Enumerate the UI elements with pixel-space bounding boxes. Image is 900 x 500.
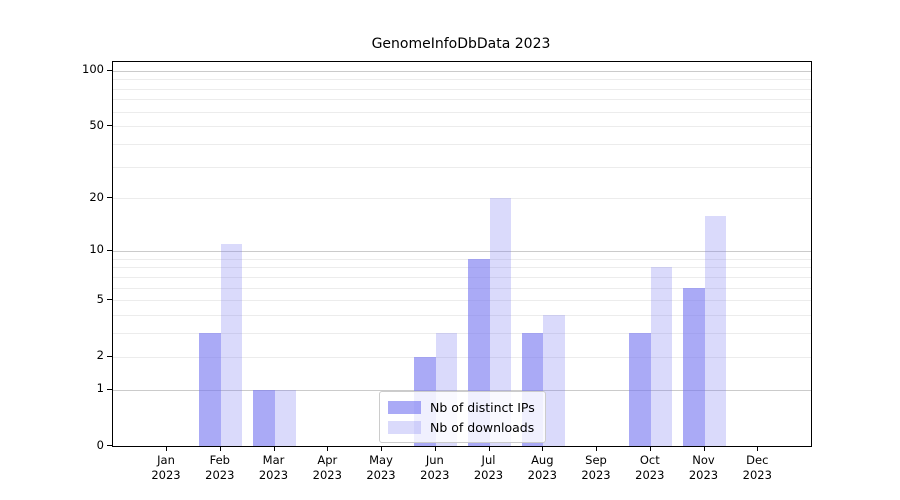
gridline-minor — [113, 333, 811, 335]
gridline-minor — [113, 267, 811, 269]
gridline-minor — [113, 143, 811, 145]
y-tick-label: 2 — [96, 348, 104, 363]
legend-swatch-downloads-icon — [388, 420, 421, 434]
legend-entry-distinct-ips: Nb of distinct IPs — [388, 397, 537, 417]
legend: Nb of distinct IPs Nb of downloads — [379, 391, 546, 443]
x-tick-mark — [219, 446, 221, 451]
y-tick-label: 20 — [89, 189, 104, 204]
gridline-major — [113, 389, 811, 391]
x-tick-mark — [327, 446, 329, 451]
bar-downloads — [220, 243, 243, 446]
y-tick-mark — [107, 197, 112, 199]
y-tick-mark — [107, 445, 112, 446]
x-tick-label: Mar 2023 — [258, 453, 289, 482]
x-tick-label: Jun 2023 — [420, 453, 450, 482]
bar-distinct-ips — [683, 287, 705, 446]
x-tick-label: Apr 2023 — [312, 453, 342, 482]
gridline-minor — [113, 258, 811, 260]
gridline-minor — [113, 276, 811, 278]
x-tick-label: Jul 2023 — [473, 453, 504, 482]
chart-title: GenomeInfoDbData 2023 — [371, 36, 551, 52]
gridline-minor — [113, 99, 811, 101]
x-tick-label: Jan 2023 — [151, 453, 181, 482]
bar-distinct-ips — [629, 333, 651, 446]
y-tick-label: 50 — [89, 117, 104, 132]
y-tick-mark — [107, 355, 112, 357]
bar-downloads — [704, 215, 726, 446]
gridline-minor — [113, 88, 811, 90]
y-tick-mark — [107, 69, 112, 71]
bar-distinct-ips — [253, 389, 275, 446]
bar-downloads — [650, 267, 673, 446]
bar-downloads — [274, 389, 296, 446]
x-tick-label: May 2023 — [366, 453, 396, 482]
gridline-minor — [113, 111, 811, 113]
y-tick-mark — [107, 299, 112, 301]
legend-swatch-distinct-ips-icon — [388, 400, 421, 414]
gridline-minor — [113, 287, 811, 289]
bar-downloads — [489, 198, 511, 446]
gridline-minor — [113, 126, 811, 128]
plot-area: Nb of distinct IPs Nb of downloads — [112, 61, 812, 447]
y-tick-label: 5 — [96, 291, 104, 306]
x-tick-label: Aug 2023 — [527, 453, 557, 482]
x-tick-mark — [166, 446, 167, 451]
x-tick-mark — [273, 446, 275, 451]
y-tick-label: 100 — [82, 62, 104, 77]
y-tick-mark — [107, 125, 112, 127]
x-tick-label: Dec 2023 — [742, 453, 772, 482]
x-tick-mark — [434, 446, 436, 451]
x-tick-label: Nov 2023 — [688, 453, 719, 482]
y-tick-mark — [107, 249, 112, 251]
legend-label-distinct-ips: Nb of distinct IPs — [430, 399, 535, 415]
y-tick-label: 10 — [89, 242, 104, 257]
x-tick-label: Sep 2023 — [581, 453, 611, 482]
legend-label-downloads: Nb of downloads — [430, 419, 535, 435]
x-tick-mark — [596, 446, 597, 451]
gridline-major — [113, 250, 811, 252]
bar-downloads — [543, 315, 565, 446]
x-tick-mark — [649, 446, 651, 451]
x-tick-mark — [381, 446, 382, 451]
y-tick-label: 0 — [96, 437, 104, 452]
gridline-minor — [113, 356, 811, 358]
legend-entry-downloads: Nb of downloads — [388, 417, 537, 437]
bar-distinct-ips — [199, 333, 221, 446]
gridline-minor — [113, 166, 811, 168]
x-tick-label: Feb 2023 — [205, 453, 235, 482]
x-tick-mark — [542, 446, 544, 451]
x-tick-label: Oct 2023 — [635, 453, 665, 482]
gridline-minor — [113, 198, 811, 200]
gridline-minor — [113, 315, 811, 317]
gridline-major — [113, 70, 811, 72]
x-tick-mark — [757, 446, 759, 451]
gridline-minor — [113, 79, 811, 81]
x-tick-mark — [703, 446, 705, 451]
y-tick-label: 1 — [96, 381, 104, 396]
gridline-minor — [113, 300, 811, 302]
x-tick-mark — [488, 446, 490, 451]
y-tick-mark — [107, 388, 112, 390]
